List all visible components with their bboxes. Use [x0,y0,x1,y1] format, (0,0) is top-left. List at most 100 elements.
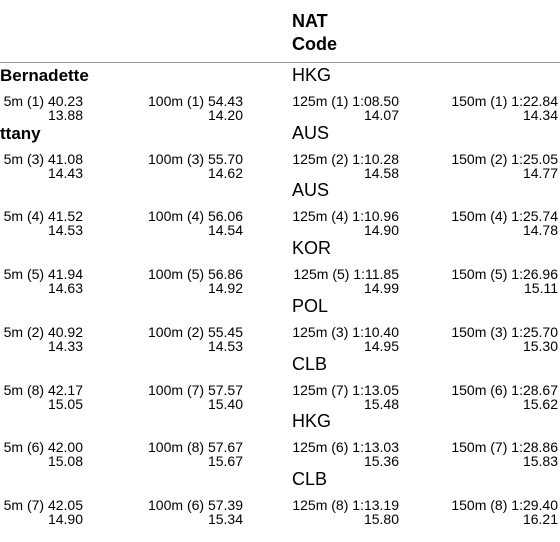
split-lap: 14.99 [363,280,399,297]
split-cell: 150m (4) 1:25.74 14.78 [451,209,558,237]
split-lap: 14.53 [47,222,83,239]
split-distance: 100m [148,266,184,283]
split-distance: 5m [3,93,24,109]
split-time: 40.23 [47,93,83,109]
nat-code: POL [292,295,329,316]
split-time: 42.05 [47,496,83,513]
split-rank: (8) [490,496,508,513]
split-line: 100m (1) 54.43 [148,94,243,108]
split-cell: 150m (8) 1:29.40 16.21 [451,498,558,526]
split-distance: 5m [3,381,24,398]
split-cell: 100m (8) 57.67 15.67 [148,440,243,468]
split-line: 5m (7) 42.05 [4,498,83,512]
split-line: 5m (5) 41.94 [4,267,83,281]
split-cell: 100m (7) 57.57 15.40 [148,383,243,411]
split-lap: 14.34 [522,107,558,123]
split-line: 100m (5) 56.86 [148,267,243,281]
split-line: 150m (7) 1:28.86 [451,440,558,454]
split-rank: (4) [331,208,349,225]
header-line: Code [292,34,337,54]
split-line: 125m (5) 1:11.85 [293,267,399,281]
split-cell: 150m (3) 1:25.70 15.30 [451,325,558,353]
split-line: 125m (3) 1:10.40 [292,325,399,339]
split-rank: (4) [186,208,205,225]
split-time: 57.57 [207,381,243,398]
split-line: 5m (2) 40.92 [4,325,83,339]
split-distance: 100m [148,150,184,167]
split-distance: 150m [451,381,487,398]
split-rank: (6) [26,439,45,456]
split-cell: 100m (5) 56.86 14.92 [148,267,243,295]
split-distance: 5m [3,266,24,283]
split-line: 150m (6) 1:28.67 [451,383,558,397]
split-rank: (5) [332,266,350,283]
split-lap: 14.43 [47,164,83,181]
split-lap: 15.08 [47,453,83,470]
split-rank: (7) [331,381,349,398]
split-distance: 100m [148,208,184,225]
split-rank: (2) [331,150,349,167]
split-distance: 150m [451,208,487,225]
split-distance: 125m [292,208,328,225]
split-distance: 5m [3,323,24,340]
split-rank: (1) [186,93,205,109]
split-line: 150m (4) 1:25.74 [451,209,558,223]
split-cell: 5m (6) 42.00 15.08 [4,440,83,468]
split-lap: 14.90 [363,222,399,239]
header-rule [0,62,560,63]
split-time: 42.17 [47,381,83,398]
split-lap: 15.11 [524,280,558,297]
split-lap: 14.58 [363,164,399,181]
split-lap: 14.20 [207,107,243,123]
split-time: 1:25.74 [511,208,558,225]
split-lap: 16.21 [522,510,558,527]
nat-code: AUS [292,180,330,201]
split-cell: 125m (8) 1:13.19 15.80 [292,498,399,526]
split-lap: 14.62 [207,164,243,181]
split-distance: 125m [293,266,329,283]
split-line: 5m (8) 42.17 [4,383,83,397]
split-distance: 125m [292,150,328,167]
split-time: 1:08.50 [352,93,399,109]
split-distance: 150m [451,496,487,513]
split-cell: 5m (8) 42.17 15.05 [4,383,83,411]
split-time: 41.52 [47,208,83,225]
split-rank: (6) [331,439,349,456]
split-cell: 100m (1) 54.43 14.20 [148,94,243,122]
split-line: 5m (4) 41.52 [4,209,83,223]
split-rank: (8) [26,381,45,398]
split-rank: (1) [331,93,349,109]
split-time: 56.06 [207,208,243,225]
split-distance: 5m [3,496,24,513]
split-distance: 125m [292,439,328,456]
split-lap: 14.95 [363,337,399,354]
split-rank: (4) [26,208,45,225]
split-line: 5m (6) 42.00 [4,440,83,454]
split-rank: (7) [490,439,508,456]
split-distance: 150m [451,150,487,167]
split-time: 1:28.67 [511,381,558,398]
split-line: 100m (8) 57.67 [148,440,243,454]
split-lap: 14.63 [47,280,83,297]
split-cell: 100m (6) 57.39 15.34 [148,498,243,526]
split-cell: 125m (1) 1:08.50 14.07 [292,94,399,122]
split-rank: (6) [186,496,205,513]
split-time: 54.43 [207,93,243,109]
split-rank: (4) [490,208,508,225]
split-time: 1:22.84 [511,93,558,109]
split-rank: (1) [26,93,45,109]
split-distance: 125m [292,323,328,340]
split-cell: 125m (7) 1:13.05 15.48 [292,383,399,411]
athlete-name: Bernadette [0,66,89,85]
split-cell: 5m (4) 41.52 14.53 [4,209,83,237]
split-time: 42.00 [47,439,83,456]
split-line: 5m (1) 40.23 [4,94,83,108]
split-rank: (3) [186,150,205,167]
split-lap: 14.53 [207,337,243,354]
split-lap: 15.34 [207,510,243,527]
split-distance: 150m [451,93,487,109]
split-rank: (5) [26,266,45,283]
split-rank: (7) [26,496,45,513]
split-distance: 150m [451,323,487,340]
split-rank: (3) [331,323,349,340]
